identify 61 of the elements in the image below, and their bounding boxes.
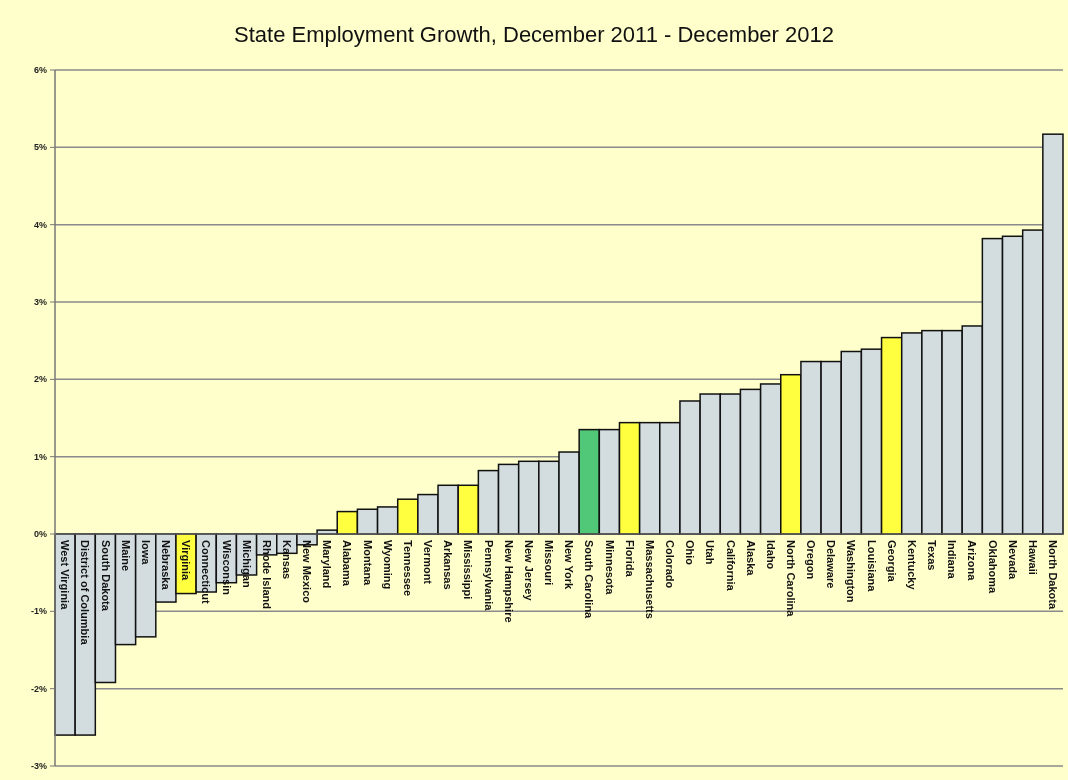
x-tick-label: New Mexico bbox=[301, 540, 314, 604]
x-tick-label: Louisiana bbox=[865, 540, 878, 593]
x-tick-label: Connecticut bbox=[200, 540, 213, 604]
x-tick-label: Michigan bbox=[240, 540, 253, 588]
x-tick-label: Indiana bbox=[946, 540, 959, 580]
x-tick-label: New Jersey bbox=[522, 540, 535, 602]
y-tick-label: 1% bbox=[33, 451, 47, 462]
x-tick-label: Arizona bbox=[966, 540, 979, 582]
x-tick-label: Montana bbox=[361, 540, 374, 587]
x-tick-label: Utah bbox=[704, 540, 717, 565]
x-tick-label: Hawaii bbox=[1026, 540, 1039, 575]
y-tick-label: 6% bbox=[33, 65, 47, 76]
y-tick-label: 2% bbox=[33, 374, 47, 385]
y-tick-label: 4% bbox=[33, 219, 47, 230]
x-tick-label: Alaska bbox=[744, 540, 757, 577]
x-tick-label: South Dakota bbox=[99, 540, 112, 612]
x-tick-label: Kansas bbox=[280, 540, 293, 580]
y-tick-label: -1% bbox=[30, 606, 47, 617]
x-tick-label: Nebraska bbox=[160, 540, 173, 591]
x-tick-label: South Carolina bbox=[583, 540, 596, 620]
x-tick-label: Iowa bbox=[139, 540, 152, 566]
x-tick-label: North Carolina bbox=[784, 540, 797, 618]
x-tick-label: Minnesota bbox=[603, 540, 616, 596]
x-tick-label: Oklahoma bbox=[986, 540, 999, 595]
x-tick-label: Maryland bbox=[321, 540, 334, 589]
x-tick-label: Missouri bbox=[543, 540, 556, 586]
y-tick-label: -3% bbox=[30, 761, 47, 772]
x-tick-label: Wyoming bbox=[381, 540, 394, 590]
x-tick-label: Maine bbox=[119, 540, 132, 572]
y-tick-label: 0% bbox=[33, 529, 47, 540]
x-tick-label: Colorado bbox=[664, 540, 677, 589]
x-tick-label: Washington bbox=[845, 540, 858, 603]
x-tick-label: District of Columbia bbox=[79, 540, 92, 646]
x-tick-label: Rhode Island bbox=[260, 540, 273, 610]
x-tick-label: Delaware bbox=[825, 540, 838, 589]
x-tick-label: Wisconsin bbox=[220, 540, 233, 596]
chart-title: State Employment Growth, December 2011 - December 2012 bbox=[234, 22, 834, 47]
y-tick-label: -2% bbox=[30, 683, 47, 694]
x-tick-label: Virginia bbox=[180, 540, 193, 582]
x-tick-label: North Dakota bbox=[1047, 540, 1060, 610]
x-tick-label: New York bbox=[563, 540, 576, 590]
x-tick-label: California bbox=[724, 540, 737, 592]
y-tick-label: 3% bbox=[33, 297, 47, 308]
x-tick-label: Kentucky bbox=[905, 540, 918, 591]
x-tick-label: Ohio bbox=[684, 540, 697, 566]
x-tick-label: Georgia bbox=[885, 540, 898, 583]
x-tick-label: Tennessee bbox=[401, 540, 414, 597]
x-tick-label: Alabama bbox=[341, 540, 354, 587]
x-tick-label: New Hampshire bbox=[502, 540, 515, 623]
x-tick-label: Oregon bbox=[805, 540, 818, 580]
x-tick-label: Florida bbox=[623, 540, 636, 578]
x-tick-label: Pennsylvania bbox=[482, 540, 495, 612]
x-tick-label: Vermont bbox=[422, 540, 435, 585]
x-tick-label: Texas bbox=[926, 540, 939, 571]
x-tick-label: Nevada bbox=[1006, 540, 1019, 581]
y-tick-label: 5% bbox=[33, 142, 47, 153]
x-tick-label: West Virginia bbox=[59, 540, 72, 611]
x-tick-label: Mississippi bbox=[462, 540, 475, 600]
x-tick-label: Idaho bbox=[764, 540, 777, 570]
x-tick-label: Arkansas bbox=[442, 540, 455, 590]
x-tick-label: Massachusetts bbox=[643, 540, 656, 619]
